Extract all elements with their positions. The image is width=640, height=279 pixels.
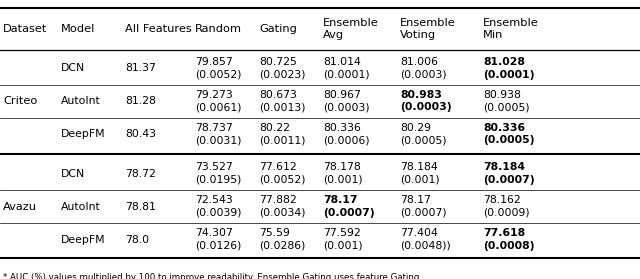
Text: 78.737
(0.0031): 78.737 (0.0031) — [195, 123, 242, 145]
Text: 78.0: 78.0 — [125, 235, 149, 244]
Text: 80.967
(0.0003): 80.967 (0.0003) — [323, 90, 370, 112]
Text: 78.72: 78.72 — [125, 169, 156, 179]
Text: Avazu: Avazu — [3, 202, 37, 211]
Text: Gating: Gating — [259, 24, 297, 34]
Text: Model: Model — [61, 24, 95, 34]
Text: Ensemble
Voting: Ensemble Voting — [400, 18, 456, 40]
Text: 74.307
(0.0126): 74.307 (0.0126) — [195, 228, 241, 251]
Text: 77.404
(0.0048)): 77.404 (0.0048)) — [400, 228, 451, 251]
Text: * AUC (%) values multiplied by 100 to improve readability. Ensemble Gating uses : * AUC (%) values multiplied by 100 to im… — [3, 273, 420, 279]
Text: 80.43: 80.43 — [125, 129, 156, 139]
Text: 81.014
(0.0001): 81.014 (0.0001) — [323, 57, 370, 80]
Text: 77.618
(0.0008): 77.618 (0.0008) — [483, 228, 534, 251]
Text: Ensemble
Avg: Ensemble Avg — [323, 18, 379, 40]
Text: DCN: DCN — [61, 63, 85, 73]
Text: 81.028
(0.0001): 81.028 (0.0001) — [483, 57, 534, 80]
Text: 81.28: 81.28 — [125, 96, 156, 106]
Text: AutoInt: AutoInt — [61, 202, 100, 211]
Text: 78.178
(0.001): 78.178 (0.001) — [323, 162, 363, 185]
Text: DeepFM: DeepFM — [61, 129, 106, 139]
Text: 78.184
(0.0007): 78.184 (0.0007) — [483, 162, 535, 185]
Text: 77.882
(0.0034): 77.882 (0.0034) — [259, 195, 306, 218]
Text: 79.857
(0.0052): 79.857 (0.0052) — [195, 57, 242, 80]
Text: 80.725
(0.0023): 80.725 (0.0023) — [259, 57, 306, 80]
Text: 77.612
(0.0052): 77.612 (0.0052) — [259, 162, 306, 185]
Text: 78.17
(0.0007): 78.17 (0.0007) — [323, 195, 375, 218]
Text: 79.273
(0.0061): 79.273 (0.0061) — [195, 90, 242, 112]
Text: 80.983
(0.0003): 80.983 (0.0003) — [400, 90, 452, 112]
Text: 80.673
(0.0013): 80.673 (0.0013) — [259, 90, 306, 112]
Text: Random: Random — [195, 24, 242, 34]
Text: 77.592
(0.001): 77.592 (0.001) — [323, 228, 363, 251]
Text: Dataset: Dataset — [3, 24, 47, 34]
Text: Ensemble
Min: Ensemble Min — [483, 18, 539, 40]
Text: AutoInt: AutoInt — [61, 96, 100, 106]
Text: 78.17
(0.0007): 78.17 (0.0007) — [400, 195, 447, 218]
Text: 80.336
(0.0005): 80.336 (0.0005) — [483, 123, 534, 145]
Text: 80.938
(0.0005): 80.938 (0.0005) — [483, 90, 530, 112]
Text: 73.527
(0.0195): 73.527 (0.0195) — [195, 162, 241, 185]
Text: Criteo: Criteo — [3, 96, 38, 106]
Text: 80.22
(0.0011): 80.22 (0.0011) — [259, 123, 306, 145]
Text: 75.59
(0.0286): 75.59 (0.0286) — [259, 228, 305, 251]
Text: 80.336
(0.0006): 80.336 (0.0006) — [323, 123, 370, 145]
Text: 80.29
(0.0005): 80.29 (0.0005) — [400, 123, 447, 145]
Text: 78.162
(0.0009): 78.162 (0.0009) — [483, 195, 530, 218]
Text: 81.006
(0.0003): 81.006 (0.0003) — [400, 57, 447, 80]
Text: 78.81: 78.81 — [125, 202, 156, 211]
Text: 78.184
(0.001): 78.184 (0.001) — [400, 162, 440, 185]
Text: All Features: All Features — [125, 24, 191, 34]
Text: DCN: DCN — [61, 169, 85, 179]
Text: DeepFM: DeepFM — [61, 235, 106, 244]
Text: 81.37: 81.37 — [125, 63, 156, 73]
Text: 72.543
(0.0039): 72.543 (0.0039) — [195, 195, 242, 218]
